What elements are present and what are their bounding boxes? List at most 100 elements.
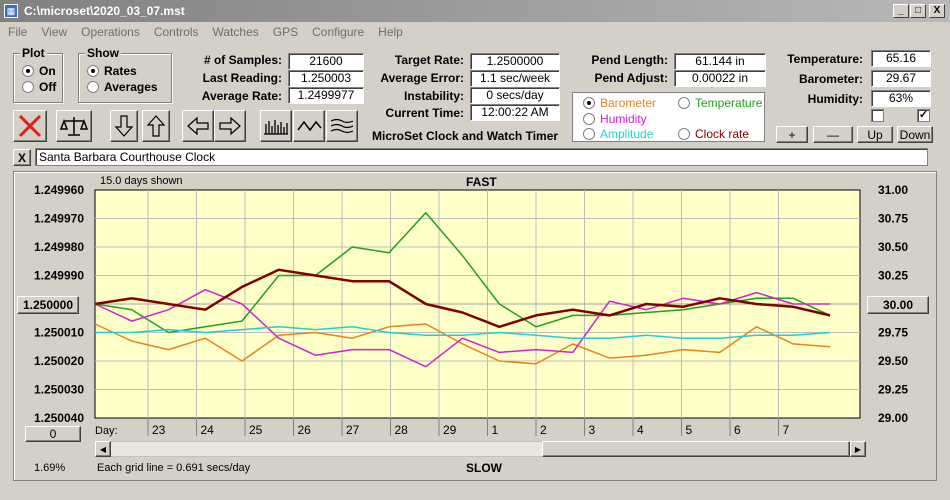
close-button[interactable]: X (929, 4, 945, 18)
y-left-tick-label: 1.249980 (34, 240, 84, 254)
checkbox-right[interactable]: ✓ (917, 109, 930, 122)
show-averages-radio[interactable]: Averages (87, 80, 158, 94)
arrow-left-button[interactable] (182, 110, 214, 142)
window-title: C:\microset\2020_03_07.mst (24, 4, 185, 18)
x-tick-label: 3 (589, 423, 596, 437)
multiwave-icon (330, 118, 354, 134)
x-tick-label: 2 (540, 423, 547, 437)
pend-length-field[interactable]: 61.144 in (674, 53, 766, 70)
menu-view[interactable]: View (41, 25, 68, 39)
average-rate-field: 1.2499977 (288, 87, 364, 104)
plot-off-radio[interactable]: Off (22, 80, 56, 94)
clear-name-button[interactable]: X (13, 149, 31, 166)
series-line-clock-rate (94, 268, 831, 329)
days-shown-label: 15.0 days shown (100, 175, 183, 187)
bars-button[interactable] (260, 110, 292, 142)
menu-controls[interactable]: Controls (153, 25, 199, 39)
plus-button[interactable]: + (776, 126, 808, 143)
humidity-field: 63% (871, 90, 931, 107)
arrow-down-button[interactable] (110, 110, 138, 142)
x-tick-label: 25 (249, 423, 263, 437)
app-icon[interactable]: ▦ (4, 4, 18, 18)
menu-help[interactable]: Help (378, 25, 403, 39)
scroll-thumb[interactable] (542, 441, 850, 457)
x-tick-label: 6 (734, 423, 741, 437)
wave-icon (297, 120, 322, 132)
wave-button[interactable] (293, 110, 325, 142)
balance-button[interactable] (56, 110, 92, 142)
barometer-label: Barometer (600, 96, 657, 110)
barometer-label-top: Barometer: (798, 72, 863, 86)
scroll-right-button[interactable]: ▶ (850, 441, 866, 457)
amplitude-radio[interactable]: Amplitude (583, 127, 653, 141)
instability-field: 0 secs/day (470, 87, 560, 104)
last-reading-label: Last Reading: (202, 71, 282, 85)
x-tick-label: 26 (298, 423, 312, 437)
bars-icon (264, 120, 288, 135)
series-line-temperature (94, 212, 831, 334)
title-bar: C:\microset\2020_03_07.mst (0, 0, 950, 22)
zero-button[interactable]: 0 (25, 426, 81, 442)
x-tick-label: 23 (152, 423, 166, 437)
arrow-left-icon (187, 116, 209, 136)
menu-gps[interactable]: GPS (272, 25, 299, 39)
menu-file[interactable]: File (8, 25, 28, 39)
plot-group-title: Plot (20, 46, 47, 60)
radio-icon (583, 128, 595, 140)
barometer-radio[interactable]: Barometer (583, 96, 656, 110)
cancel-button[interactable] (13, 110, 47, 142)
temperature-radio[interactable]: Temperature (678, 96, 762, 110)
instability-label: Instability: (403, 89, 464, 103)
plot-group: Plot On Off (13, 46, 63, 103)
show-averages-label: Averages (104, 80, 158, 94)
balance-icon (59, 117, 89, 136)
show-rates-radio[interactable]: Rates (87, 64, 137, 78)
minimize-button[interactable]: _ (893, 4, 909, 18)
arrow-up-button[interactable] (142, 110, 170, 142)
temperature-field: 65.16 (871, 50, 931, 67)
humidity-label: Humidity: (807, 92, 863, 106)
y-right-tick-label: 30.50 (878, 240, 908, 254)
y-right-tick-label: 29.25 (878, 383, 908, 397)
maximize-button[interactable]: □ (910, 4, 926, 18)
minus-button[interactable]: — (813, 126, 853, 143)
y-left-tick-label: 1.250010 (34, 326, 84, 340)
y-right-tick-label: 31.00 (878, 183, 908, 197)
y-left-tick-label: 1.250020 (34, 354, 84, 368)
menu-configure[interactable]: Configure (312, 25, 365, 39)
day-axis-label: Day: (95, 425, 118, 437)
y-right-tick-label: 29.00 (878, 411, 908, 425)
temperature-select-label: Temperature (695, 96, 763, 110)
target-rate-field[interactable]: 1.2500000 (470, 53, 560, 70)
temperature-label: Temperature: (787, 52, 863, 66)
radio-selected-icon (583, 97, 595, 109)
x-tick-label: 7 (783, 423, 790, 437)
show-group-title: Show (85, 46, 121, 60)
arrow-right-button[interactable] (214, 110, 246, 142)
scroll-left-button[interactable]: ◀ (95, 441, 111, 457)
menu-operations[interactable]: Operations (81, 25, 140, 39)
scroll-left-icon: ◀ (99, 444, 107, 454)
up-button[interactable]: Up (857, 126, 893, 143)
menu-watches[interactable]: Watches (212, 25, 259, 39)
plot-on-radio[interactable]: On (22, 64, 56, 78)
clock-name-input[interactable]: Santa Barbara Courthouse Clock (35, 148, 928, 166)
menu-bar: File View Operations Controls Watches GPS Conf… (0, 22, 950, 42)
multiwave-button[interactable] (326, 110, 358, 142)
checkbox-left[interactable] (871, 109, 884, 122)
humidity-select-label: Humidity (600, 112, 647, 126)
current-time-field: 12:00:22 AM (470, 104, 560, 121)
plot-on-label: On (39, 64, 56, 78)
right-value-button[interactable]: 30.00 (867, 296, 929, 314)
current-time-label: Current Time: (385, 106, 464, 120)
humidity-radio[interactable]: Humidity (583, 112, 647, 126)
radio-selected-icon (87, 65, 99, 77)
clock-rate-radio[interactable]: Clock rate (678, 127, 749, 141)
target-rate-label: Target Rate: (394, 53, 464, 67)
samples-label: # of Samples: (203, 53, 282, 67)
left-value-button[interactable]: 1.250000 (17, 296, 79, 314)
down-button[interactable]: Down (897, 126, 933, 143)
grid-note-label: Each grid line = 0.691 secs/day (97, 462, 251, 474)
app-name-label: MicroSet Clock and Watch Timer (372, 129, 559, 143)
